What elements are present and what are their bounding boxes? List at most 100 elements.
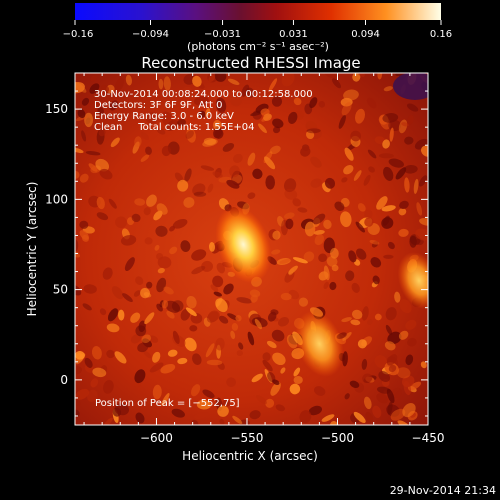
texture-blob (284, 178, 297, 193)
texture-blob (133, 290, 141, 297)
negative-region (393, 73, 428, 100)
texture-blob (402, 403, 416, 418)
heatmap-sources (215, 205, 428, 377)
texture-blob (115, 216, 127, 229)
texture-blob (342, 331, 352, 341)
texture-blob (102, 267, 113, 280)
texture-blob (134, 136, 142, 148)
texture-blob (84, 357, 93, 368)
texture-blob (284, 188, 298, 200)
texture-blob (310, 156, 322, 168)
texture-blob (146, 194, 157, 207)
texture-blob (386, 354, 398, 366)
texture-blob (356, 248, 367, 260)
texture-blob (149, 362, 164, 373)
texture-blob (202, 389, 215, 399)
texture-blob (367, 319, 373, 325)
texture-blob (124, 257, 135, 272)
texture-blob (97, 106, 104, 115)
texture-blob (98, 128, 106, 137)
annotation-time-range: 30-Nov-2014 00:08:24.000 to 00:12:58.000 (94, 89, 313, 100)
texture-blob (191, 265, 206, 275)
texture-blob (212, 171, 223, 178)
texture-blob (167, 349, 178, 357)
texture-blob (323, 219, 332, 230)
texture-blob (341, 177, 348, 183)
texture-blob (416, 202, 423, 216)
texture-blob (401, 122, 410, 127)
annotation-peak-position: Position of Peak = [−552,75] (95, 398, 240, 409)
texture-blob (281, 73, 295, 87)
texture-blob (216, 262, 226, 274)
texture-blob (357, 339, 367, 349)
texture-blob (103, 380, 114, 394)
texture-blob (236, 350, 243, 357)
texture-blob (96, 212, 109, 221)
texture-blob (192, 353, 202, 365)
texture-blob (75, 81, 87, 93)
texture-blob (364, 217, 374, 227)
texture-blob (272, 379, 280, 386)
texture-blob (330, 421, 338, 425)
texture-blob (90, 378, 99, 388)
texture-blob (79, 230, 89, 240)
texture-blob (349, 380, 360, 388)
texture-blob (171, 408, 185, 418)
x-tick-label: −550 (230, 431, 263, 445)
colorbar-tick-label: 0.16 (430, 29, 452, 40)
texture-blob (341, 102, 352, 116)
texture-blob (96, 196, 105, 210)
texture-blob (396, 367, 411, 379)
texture-blob (135, 276, 144, 286)
texture-blob (323, 281, 329, 290)
texture-blob (198, 110, 206, 118)
texture-blob (161, 145, 172, 157)
axis-ticks: −600 −550 −500 −450 0 50 100 150 (45, 72, 444, 445)
texture-blob (99, 168, 113, 180)
texture-blob (418, 175, 428, 187)
texture-blob (277, 317, 290, 327)
texture-blob (165, 300, 181, 313)
texture-blob (215, 97, 227, 113)
texture-blob (218, 315, 229, 324)
colorbar-tick-label: −0.094 (132, 29, 169, 40)
texture-blob (120, 234, 137, 246)
texture-blob (293, 376, 303, 384)
texture-blob (84, 112, 94, 128)
texture-blob (263, 113, 272, 121)
texture-blob (165, 119, 179, 131)
texture-blob (152, 351, 161, 363)
texture-blob (287, 111, 298, 124)
colorbar (75, 3, 441, 20)
texture-blob (212, 120, 222, 130)
texture-blob (303, 251, 315, 262)
texture-blob (262, 359, 273, 372)
texture-blob (79, 220, 89, 229)
texture-blob (189, 325, 198, 332)
texture-blob (285, 218, 294, 230)
texture-blob (161, 393, 170, 406)
texture-blob (192, 183, 206, 196)
texture-blob (83, 284, 97, 294)
texture-blob (114, 77, 125, 92)
texture-blob (122, 293, 133, 303)
texture-blob (180, 240, 191, 252)
texture-blob (75, 409, 80, 418)
texture-blob (177, 357, 188, 365)
texture-blob (100, 85, 110, 94)
texture-blob (344, 393, 350, 400)
texture-blob (363, 174, 371, 186)
texture-blob (272, 230, 281, 240)
texture-blob (169, 225, 176, 232)
texture-blob (75, 147, 84, 154)
texture-blob (415, 228, 428, 241)
texture-blob (334, 201, 345, 212)
texture-blob (289, 383, 301, 395)
texture-blob (208, 242, 216, 252)
texture-blob (135, 412, 145, 424)
texture-blob (318, 253, 327, 263)
texture-blob (267, 311, 277, 322)
texture-blob (79, 173, 89, 183)
texture-blob (81, 97, 90, 106)
texture-blob (215, 297, 223, 307)
